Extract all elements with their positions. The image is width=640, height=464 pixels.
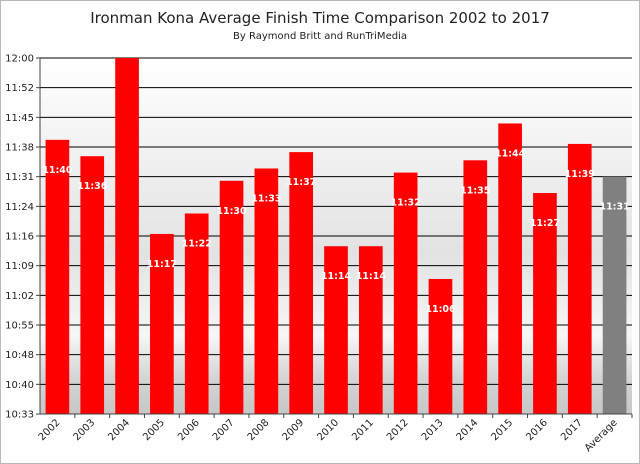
bar-2010 [324,246,348,414]
data-label: 11:44 [495,148,526,159]
x-tick-label: 2014 [455,417,481,443]
y-tick-label: 10:55 [5,321,34,332]
x-tick-label: 2017 [559,417,585,443]
y-tick-label: 11:52 [5,83,34,94]
y-tick-label: 12:00 [5,54,34,65]
y-tick-label: 11:09 [5,261,34,272]
data-label: 11:32 [391,198,421,209]
bar-2007 [219,180,244,414]
x-tick-label: Average [583,417,620,454]
bar-2006 [184,213,209,414]
x-tick-label: 2009 [281,417,307,443]
bar-2003 [80,156,105,414]
y-tick-label: 11:24 [5,202,34,213]
chart-subtitle: By Raymond Britt and RunTriMedia [233,31,407,42]
bar-2004 [115,58,139,414]
x-tick-label: 2015 [489,417,515,443]
y-tick-label: 11:45 [5,113,34,124]
y-tick-label: 11:38 [5,143,34,154]
x-tick-label: 2007 [211,417,237,443]
bar-2002 [45,139,70,414]
bar-2008 [254,168,279,414]
data-label: 11:14 [356,271,387,282]
data-label: 11:22 [182,238,212,249]
x-tick-label: 2012 [385,417,411,443]
x-tick-label: 2002 [37,417,63,443]
data-label: 11:30 [216,206,247,217]
y-tick-label: 10:48 [5,350,34,361]
data-label: 11:17 [147,259,177,270]
bar-2014 [463,160,488,414]
x-tick-label: 2006 [176,417,202,443]
x-tick-label: 2013 [420,417,446,443]
x-tick-label: 2003 [72,417,98,443]
y-tick-label: 11:31 [5,172,34,183]
data-label: 11:31 [599,202,629,213]
data-label: 11:40 [42,165,73,176]
bar-2017 [567,143,592,414]
y-tick-label: 11:02 [5,291,34,302]
data-label: 11:36 [77,181,108,192]
x-tick-label: 2004 [106,417,132,443]
bar-2015 [498,123,522,415]
bar-2012 [393,172,418,414]
x-tick-label: 2008 [246,417,272,443]
bar-2013 [428,278,453,414]
bar-2016 [533,193,557,414]
y-tick-label: 10:33 [5,410,34,421]
x-tick-label: 2011 [350,417,376,443]
bar-average [602,176,627,414]
bar-2009 [289,152,314,415]
x-tick-label: 2016 [524,417,550,443]
x-tick-label: 2010 [315,417,341,443]
chart-title: Ironman Kona Average Finish Time Compari… [90,9,550,27]
data-label: 11:37 [286,177,316,188]
bar-2005 [150,233,174,414]
y-tick-label: 10:40 [5,380,34,391]
data-label: 11:27 [530,218,560,229]
bar-2011 [358,246,383,414]
data-label: 11:06 [425,304,456,315]
data-label: 11:33 [251,193,281,204]
data-label: 11:14 [321,271,352,282]
x-tick-label: 2005 [141,417,167,443]
data-label: 11:39 [565,169,595,180]
y-tick-label: 11:16 [5,232,34,243]
data-label: 11:35 [460,185,490,196]
